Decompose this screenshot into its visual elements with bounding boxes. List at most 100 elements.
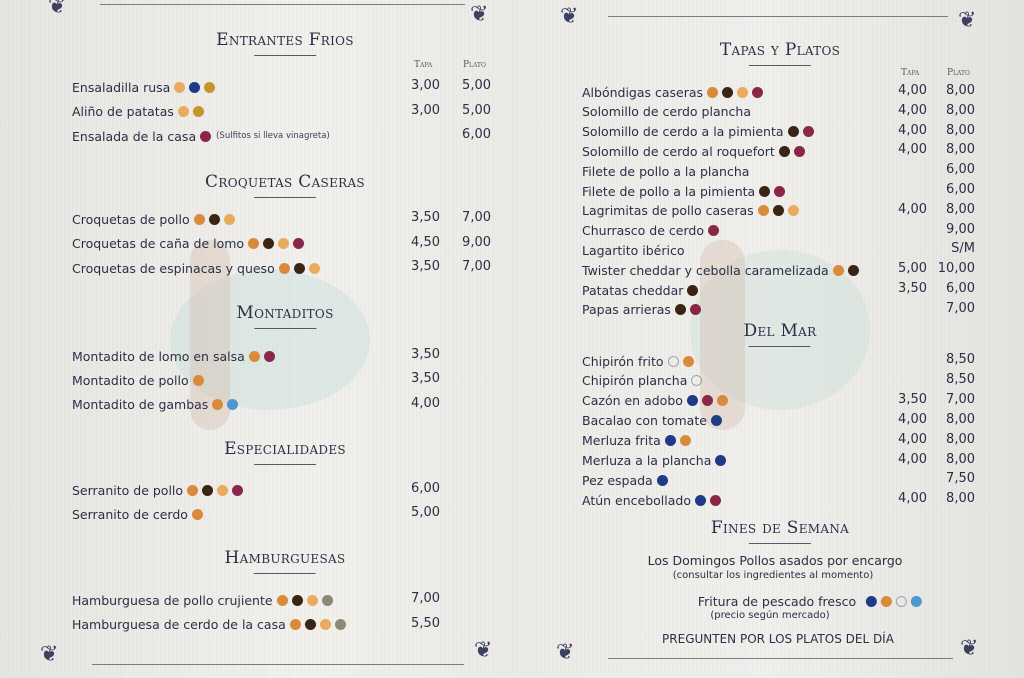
lacteos-allergen-icon [778,145,790,157]
sulfitos-allergen-icon [774,185,786,197]
price-plato: 9,00 [462,234,491,250]
section-title: Croquetas Caseras [205,172,365,198]
price-plato: 5,00 [462,78,491,93]
price-tapa: 4,00 [898,491,927,507]
menu-item-name: Chipirón plancha [582,373,688,389]
column-header-plato: Plato [947,68,970,78]
price-plato: 9,00 [946,221,975,237]
surfboard-decoration [190,240,230,430]
mostaza-allergen-icon [204,81,216,93]
price-plato: 8,00 [946,122,975,138]
price-tapa: 6,00 [411,481,440,496]
menu-item: Churrasco de cerdo [582,222,719,240]
menu-item-name: Solomillo de cerdo al roquefort [582,143,775,159]
ornament-icon: ❦ [474,638,493,663]
menu-item: Aliño de patatas [72,103,204,121]
menu-item-name: Chipirón frito [582,353,664,369]
price-tapa: 3,50 [411,347,440,362]
price-plato: S/M [951,241,975,257]
menu-item-name: Bacalao con tomate [582,413,707,429]
price-plato: 8,00 [946,411,975,427]
sulfitos-allergen-icon [752,86,764,98]
weekend-line-1: Los Domingos Pollos asados por encargo [647,553,903,568]
price-tapa: 3,50 [411,210,440,225]
menu-item: Twister cheddar y cebolla caramelizada [582,261,859,279]
menu-item-name: Hamburguesa de pollo crujiente [72,592,273,608]
price-plato: 8,00 [946,491,975,507]
crustaceos-allergen-icon [911,596,923,607]
huevo-allergen-icon [306,594,318,606]
price-tapa: 4,00 [898,201,927,217]
divider [100,4,465,5]
menu-item: Ensalada de la casa (Sulfitos si lleva vi… [72,127,330,145]
menu-item-name: Merluza frita [582,433,661,449]
lacteos-allergen-icon [787,126,799,138]
price-tapa: 3,50 [898,391,927,407]
gluten-allergen-icon [289,619,301,630]
menu-item-name: Ensalada de la casa [72,128,197,144]
huevo-allergen-icon [174,81,186,93]
menu-item-name: Filete de pollo a la pimienta [582,183,756,199]
gluten-allergen-icon [707,86,719,98]
menu-item: Merluza frita [582,432,691,450]
menu-item-name: Albóndigas caseras [582,84,704,100]
price-tapa: 5,50 [411,615,440,631]
lacteos-allergen-icon [674,304,686,316]
price-plato: 8,50 [946,371,975,387]
menu-item: Chipirón frito [582,352,694,370]
gluten-allergen-icon [187,484,199,496]
menu-item-name: Ensaladilla rusa [72,79,171,95]
pescado-allergen-icon [695,494,706,506]
lacteos-allergen-icon [291,594,303,606]
price-plato: 7,50 [946,471,975,487]
menu-item: Montadito de gambas [72,396,239,414]
menu-item-name: Serranito de cerdo [72,506,188,522]
menu-item: Solomillo de cerdo plancha [582,103,751,121]
menu-item: Montadito de lomo en salsa [72,347,275,365]
menu-item: Ensaladilla rusa [72,78,216,96]
column-header-tapa: Tapa [414,60,433,70]
menu-item: Bacalao con tomate [582,412,722,430]
gluten-allergen-icon [679,435,691,447]
menu-item: Albóndigas caseras [582,83,764,101]
gluten-allergen-icon [716,395,728,407]
gluten-allergen-icon [278,262,290,274]
sulfitos-allergen-icon [200,130,212,142]
divider [608,658,953,659]
pescado-allergen-icon [866,596,878,607]
menu-item-name: Croquetas de espinacas y queso [72,260,275,276]
price-plato: 6,00 [946,281,975,296]
price-tapa: 5,00 [898,261,927,277]
price-tapa: 5,00 [411,505,440,520]
divider [92,664,464,665]
ornament-icon: ❦ [560,4,579,29]
pescado-allergen-icon [189,81,201,93]
menu-item: Hamburguesa de pollo crujiente [72,591,333,609]
section-title: Entrantes Frios [216,30,354,56]
huevo-allergen-icon [319,619,331,630]
gluten-allergen-icon [193,213,205,225]
menu-item: Chipirón plancha [582,372,703,390]
price-plato: 8,50 [946,352,975,367]
column-header-tapa: Tapa [901,68,920,78]
lacteos-allergen-icon [847,264,859,276]
menu-item: Lagrimitas de pollo caseras [582,202,799,220]
lacteos-allergen-icon [202,484,214,496]
price-tapa: 4,00 [898,142,927,158]
menu-item: Patatas cheddar [582,281,699,299]
lacteos-allergen-icon [208,213,220,225]
price-tapa: 4,00 [898,122,927,138]
sesamo-allergen-icon [321,594,333,606]
price-tapa: 4,00 [898,431,927,447]
divider [608,16,948,17]
gluten-allergen-icon [191,508,203,520]
ornament-icon: ❦ [960,636,979,661]
price-plato: 8,00 [946,83,975,98]
price-plato: 8,00 [946,201,975,217]
section-title-fines-de-semana: Fines de Semana [711,518,849,544]
price-tapa: 3,00 [411,102,440,118]
price-plato: 8,00 [946,142,975,158]
price-plato: 8,00 [946,451,975,467]
huevo-allergen-icon [737,86,749,98]
huevo-allergen-icon [223,213,235,225]
